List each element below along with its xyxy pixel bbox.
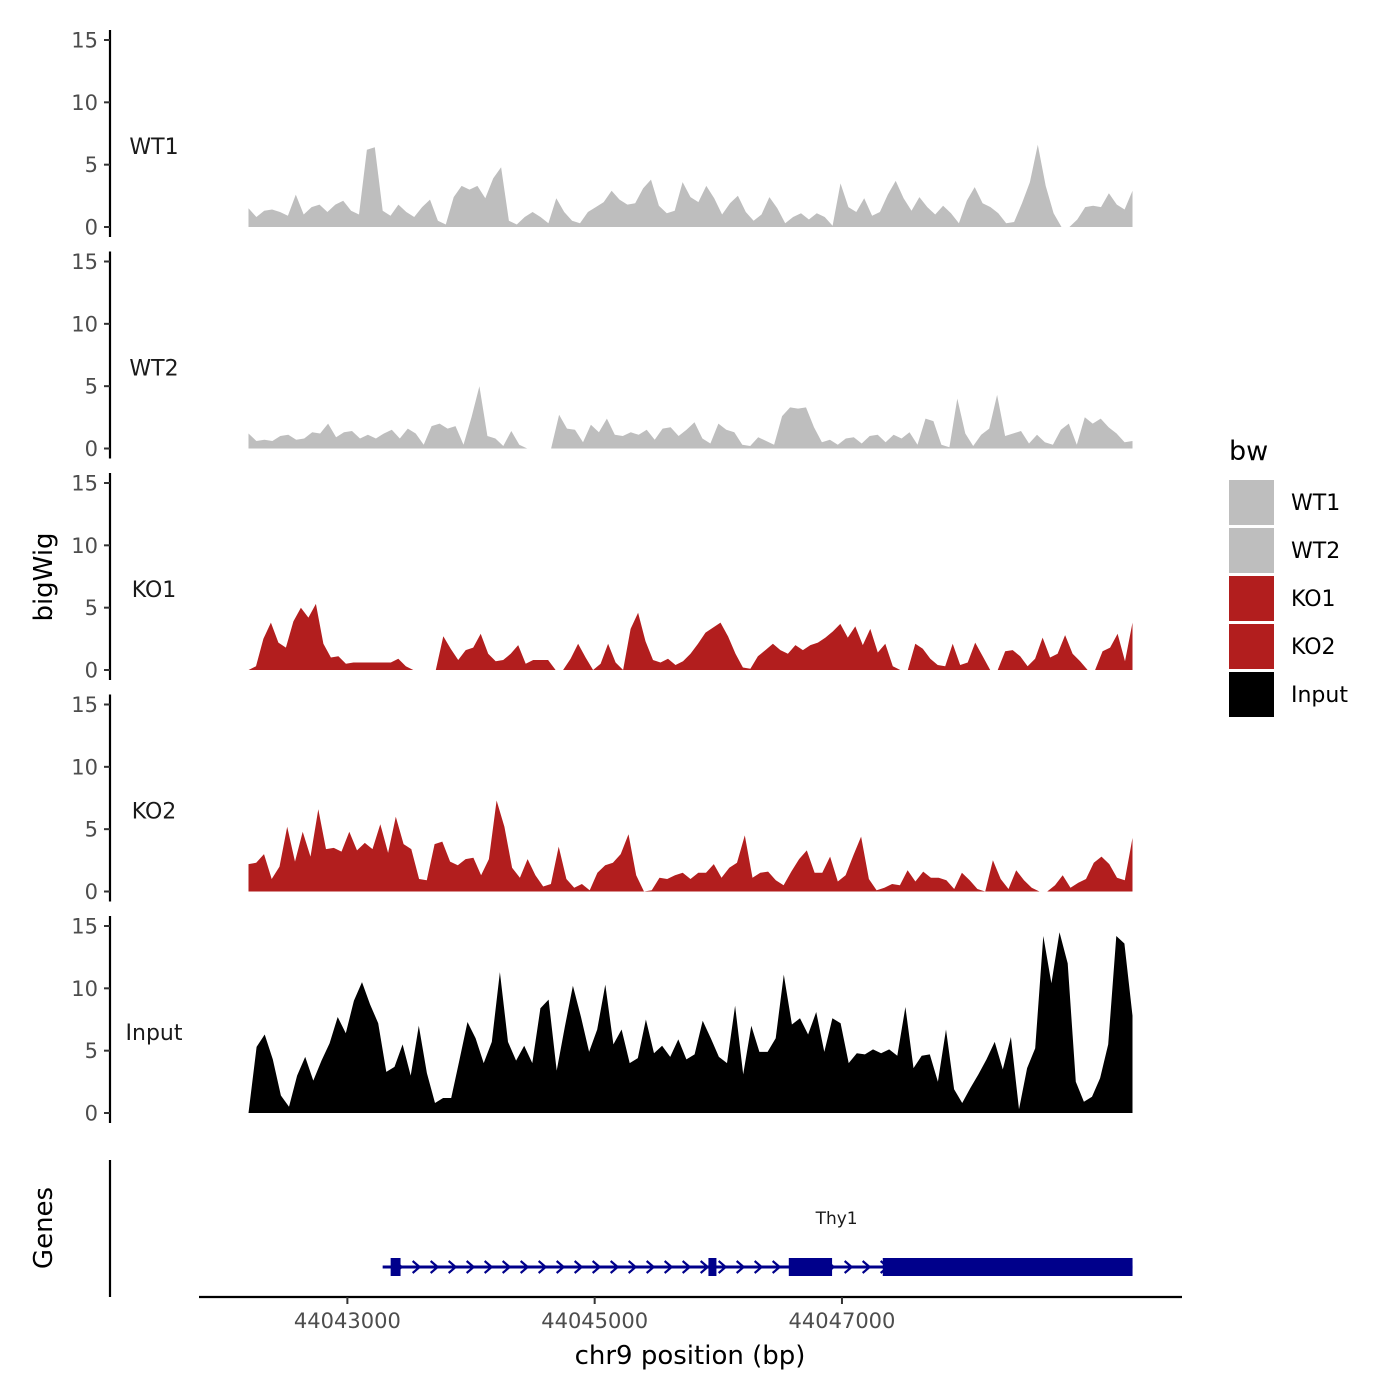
strand-arrow bbox=[447, 1260, 458, 1274]
y-tick-label: 5 bbox=[85, 375, 98, 399]
gene-thy1: Thy1 bbox=[382, 1209, 1133, 1276]
track-ko2: 0 5 10 15 KO2 bbox=[71, 693, 1133, 904]
legend-key-ko1 bbox=[1229, 576, 1274, 621]
legend: bw WT1 WT2 KO1 KO2 Input bbox=[1229, 436, 1348, 717]
track-area-wt2 bbox=[248, 386, 1133, 449]
strand-arrow bbox=[627, 1260, 638, 1274]
strand-arrow bbox=[771, 1260, 782, 1274]
strand-arrow bbox=[753, 1260, 764, 1274]
strand-arrow bbox=[843, 1260, 854, 1274]
gene-track: Genes Thy1 bbox=[29, 1160, 1133, 1297]
x-tick-label: 44045000 bbox=[541, 1309, 648, 1333]
y-tick-label: 0 bbox=[85, 880, 98, 904]
y-tick-label: 5 bbox=[85, 1039, 98, 1063]
y-tick-label: 15 bbox=[71, 29, 98, 53]
legend-key-wt1 bbox=[1229, 480, 1274, 525]
strand-arrow bbox=[717, 1260, 728, 1274]
legend-key-input bbox=[1229, 672, 1274, 717]
gene-exon bbox=[708, 1258, 717, 1276]
y-tick-label: 10 bbox=[71, 977, 98, 1001]
track-label: WT2 bbox=[129, 356, 178, 381]
legend-label: WT2 bbox=[1291, 539, 1340, 564]
track-wt2: 0 5 10 15 WT2 bbox=[71, 250, 1133, 461]
track-label: KO1 bbox=[132, 578, 177, 603]
y-tick-label: 10 bbox=[71, 755, 98, 779]
strand-arrow bbox=[555, 1260, 566, 1274]
track-area-input bbox=[248, 932, 1133, 1113]
strand-arrow bbox=[501, 1260, 512, 1274]
legend-label: KO1 bbox=[1291, 587, 1336, 612]
track-label: KO2 bbox=[132, 799, 177, 824]
strand-arrow bbox=[537, 1260, 548, 1274]
tracks: 0 5 10 15 WT1 0 5 10 15 WT2 0 5 10 15 KO1 0 5 10 15 KO2 0 5 10… bbox=[71, 29, 1133, 1126]
strand-arrow bbox=[699, 1260, 710, 1274]
strand-arrow bbox=[663, 1260, 674, 1274]
x-tick-label: 44047000 bbox=[789, 1309, 896, 1333]
gene-exon bbox=[788, 1258, 833, 1276]
x-tick-label: 44043000 bbox=[294, 1309, 401, 1333]
track-ko1: 0 5 10 15 KO1 bbox=[71, 472, 1133, 683]
y-tick-label: 15 bbox=[71, 472, 98, 496]
y-tick-label: 0 bbox=[85, 1102, 98, 1126]
legend-key-wt2 bbox=[1229, 528, 1274, 573]
gene-name-label: Thy1 bbox=[815, 1209, 858, 1229]
gene-exon bbox=[390, 1258, 401, 1276]
track-input: 0 5 10 15 Input bbox=[71, 915, 1133, 1126]
track-label: WT1 bbox=[129, 135, 178, 160]
y-tick-label: 15 bbox=[71, 250, 98, 274]
y-tick-label: 0 bbox=[85, 437, 98, 461]
y-tick-label: 0 bbox=[85, 659, 98, 683]
track-label: Input bbox=[126, 1021, 183, 1046]
genes-axis-title: Genes bbox=[29, 1187, 59, 1269]
track-area-ko1 bbox=[248, 603, 1133, 670]
gene-exon bbox=[882, 1258, 1133, 1276]
track-area-ko2 bbox=[248, 800, 1133, 892]
y-tick-label: 15 bbox=[71, 693, 98, 717]
strand-arrow bbox=[681, 1260, 692, 1274]
strand-arrow bbox=[591, 1260, 602, 1274]
x-axis: chr9 position (bp) 44043000 44045000 44047… bbox=[199, 1295, 1182, 1371]
legend-label: WT1 bbox=[1291, 491, 1340, 516]
strand-arrow bbox=[483, 1260, 494, 1274]
y-tick-label: 5 bbox=[85, 153, 98, 177]
strand-arrow bbox=[519, 1260, 530, 1274]
y-tick-label: 10 bbox=[71, 312, 98, 336]
strand-arrow bbox=[735, 1260, 746, 1274]
strand-arrow bbox=[645, 1260, 656, 1274]
strand-arrow bbox=[411, 1260, 422, 1274]
y-tick-label: 5 bbox=[85, 818, 98, 842]
strand-arrow bbox=[465, 1260, 476, 1274]
y-tick-label: 5 bbox=[85, 596, 98, 620]
y-axis-title: bigWig bbox=[29, 532, 59, 621]
strand-arrow bbox=[609, 1260, 620, 1274]
strand-arrow bbox=[573, 1260, 584, 1274]
track-area-wt1 bbox=[248, 144, 1133, 227]
track-wt1: 0 5 10 15 WT1 bbox=[71, 29, 1133, 240]
legend-key-ko2 bbox=[1229, 624, 1274, 669]
legend-title: bw bbox=[1229, 436, 1268, 467]
y-tick-label: 0 bbox=[85, 216, 98, 240]
legend-label: Input bbox=[1291, 683, 1348, 708]
legend-label: KO2 bbox=[1291, 635, 1336, 660]
x-axis-title: chr9 position (bp) bbox=[575, 1341, 806, 1371]
y-tick-label: 10 bbox=[71, 534, 98, 558]
strand-arrow bbox=[429, 1260, 440, 1274]
y-tick-label: 15 bbox=[71, 915, 98, 939]
y-tick-label: 10 bbox=[71, 91, 98, 115]
strand-arrow bbox=[861, 1260, 872, 1274]
